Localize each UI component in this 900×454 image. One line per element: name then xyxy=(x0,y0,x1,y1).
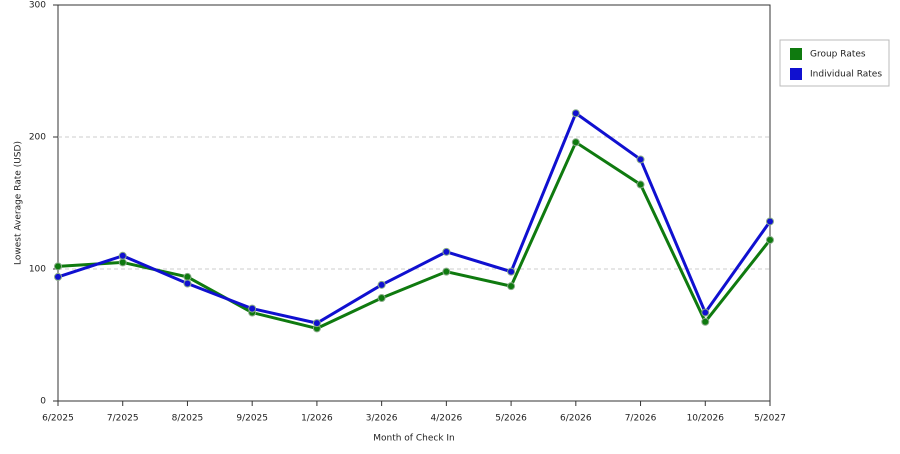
legend-label: Individual Rates xyxy=(810,70,882,80)
x-tick-label: 7/2025 xyxy=(107,414,139,424)
x-tick-label: 8/2025 xyxy=(172,414,204,424)
y-tick-label: 100 xyxy=(29,265,46,275)
data-point xyxy=(766,235,774,244)
data-point xyxy=(636,155,645,164)
data-point xyxy=(118,251,127,260)
legend-swatch xyxy=(790,68,802,80)
data-point xyxy=(571,138,580,147)
x-tick-label: 3/2026 xyxy=(366,414,398,424)
data-point xyxy=(54,262,62,271)
x-tick-label: 5/2026 xyxy=(495,414,527,424)
legend-swatch xyxy=(790,48,802,60)
data-point xyxy=(636,180,645,189)
data-point xyxy=(377,280,386,289)
plot-frame xyxy=(57,4,771,402)
data-point xyxy=(377,294,386,303)
series-line xyxy=(57,140,772,330)
data-point xyxy=(54,272,62,281)
data-point xyxy=(183,279,192,288)
x-tick-label: 5/2027 xyxy=(754,414,786,424)
data-point xyxy=(507,267,516,276)
y-axis-label: Lowest Average Rate (USD) xyxy=(14,141,24,265)
data-point xyxy=(571,109,580,118)
data-point xyxy=(442,267,451,276)
x-tick-label: 1/2026 xyxy=(301,414,333,424)
data-point xyxy=(248,304,257,313)
x-tick-label: 6/2026 xyxy=(560,414,592,424)
x-tick-label: 4/2026 xyxy=(431,414,463,424)
y-tick-label: 300 xyxy=(29,1,46,11)
data-point xyxy=(442,247,451,256)
data-point xyxy=(183,272,192,281)
x-axis-label: Month of Check In xyxy=(373,434,455,444)
x-tick-label: 6/2025 xyxy=(42,414,74,424)
data-point xyxy=(118,258,127,267)
data-point xyxy=(507,282,516,291)
y-tick-label: 200 xyxy=(29,133,46,143)
series-line xyxy=(57,110,772,325)
legend-label: Group Rates xyxy=(810,50,866,60)
x-tick-label: 10/2026 xyxy=(687,414,725,424)
data-point xyxy=(766,217,774,226)
x-tick-label: 7/2026 xyxy=(625,414,657,424)
data-point xyxy=(701,317,710,326)
x-tick-label: 9/2025 xyxy=(236,414,268,424)
data-point xyxy=(312,319,321,328)
y-tick-label: 0 xyxy=(40,397,46,407)
data-point xyxy=(701,308,710,317)
